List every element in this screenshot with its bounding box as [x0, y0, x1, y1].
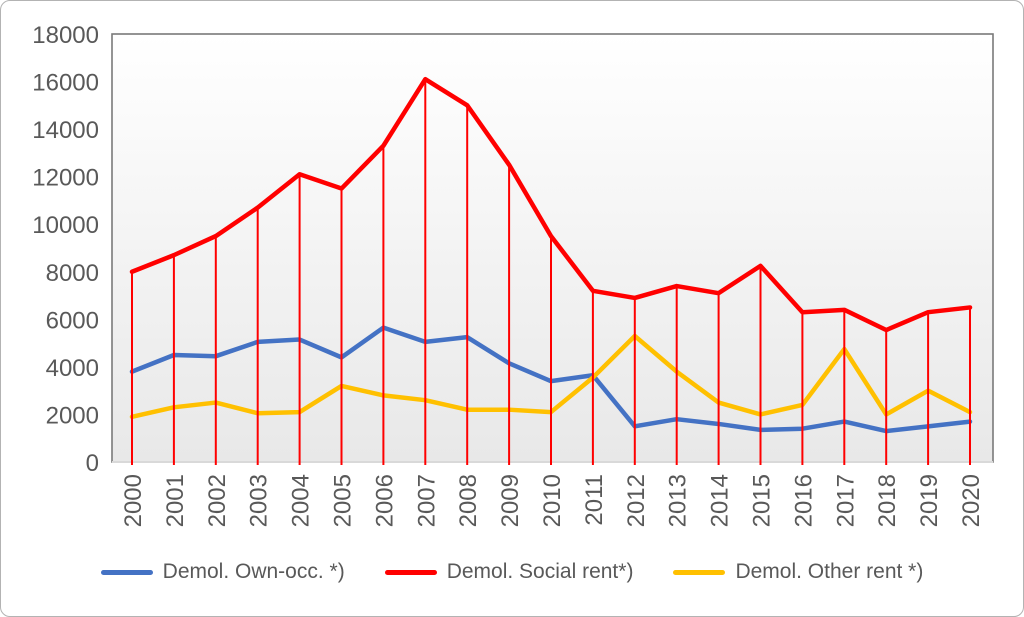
legend-label-other-rent: Demol. Other rent *) — [735, 560, 924, 583]
y-axis-tick-label: 6000 — [46, 307, 99, 334]
y-axis-tick-label: 10000 — [32, 212, 99, 239]
chart-legend: Demol. Own-occ. *) Demol. Social rent*) … — [1, 549, 1023, 595]
x-axis-tick-label: 2013 — [665, 474, 692, 527]
y-axis-tick-label: 12000 — [32, 165, 99, 192]
x-axis-tick-label: 2007 — [413, 474, 440, 527]
x-axis-tick-label: 2006 — [371, 474, 398, 527]
line-chart: 0 2000 4000 6000 8000 10000 12000 14000 16000 180… — [32, 22, 994, 527]
x-axis-tick-label: 2010 — [539, 474, 566, 527]
x-axis-tick-label: 2018 — [874, 474, 901, 527]
x-axis-tick-label: 2016 — [790, 474, 817, 527]
legend-swatch-own-occ-icon — [100, 569, 153, 575]
series-line-demol-social-rent — [129, 76, 973, 333]
x-axis-tick-label: 2019 — [916, 474, 943, 527]
y-axis-tick-label: 8000 — [46, 260, 99, 287]
legend-swatch-other-rent-icon — [673, 569, 726, 575]
x-axis-tick-label: 2020 — [958, 474, 985, 527]
x-axis-tick-label: 2011 — [581, 474, 608, 526]
y-axis-tick-label: 2000 — [46, 402, 99, 429]
y-axis-tick-label: 16000 — [32, 70, 99, 97]
y-axis-tick-label: 18000 — [32, 22, 99, 49]
legend-label-own-occ: Demol. Own-occ. *) — [162, 560, 345, 583]
x-axis-tick-label: 2008 — [455, 474, 482, 527]
x-axis-tick-label: 2001 — [162, 474, 189, 527]
y-axis-tick-label: 0 — [86, 450, 99, 477]
legend-item-social-rent: Demol. Social rent*) — [384, 560, 634, 584]
x-axis-tick-label: 2003 — [246, 474, 273, 527]
x-axis-tick-label: 2012 — [623, 474, 650, 527]
legend-swatch-social-rent-icon — [384, 569, 437, 575]
legend-label-social-rent: Demol. Social rent*) — [446, 560, 634, 583]
x-axis-tick-label: 2017 — [832, 474, 859, 527]
legend-item-own-occ: Demol. Own-occ. *) — [100, 560, 345, 584]
y-axis-tick-label: 4000 — [46, 355, 99, 382]
x-axis-tick-label: 2002 — [204, 474, 231, 527]
y-axis-tick-label: 14000 — [32, 117, 99, 144]
legend-item-other-rent: Demol. Other rent *) — [673, 560, 923, 584]
x-axis-tick-label: 2004 — [288, 474, 315, 527]
x-axis-tick-label: 2014 — [707, 474, 734, 527]
plot-area — [112, 34, 993, 462]
x-axis-tick-label: 2005 — [330, 474, 357, 527]
x-axis-tick-label: 2000 — [120, 474, 147, 527]
x-axis-tick-label: 2015 — [749, 474, 776, 527]
x-axis-tick-label: 2009 — [497, 474, 524, 527]
